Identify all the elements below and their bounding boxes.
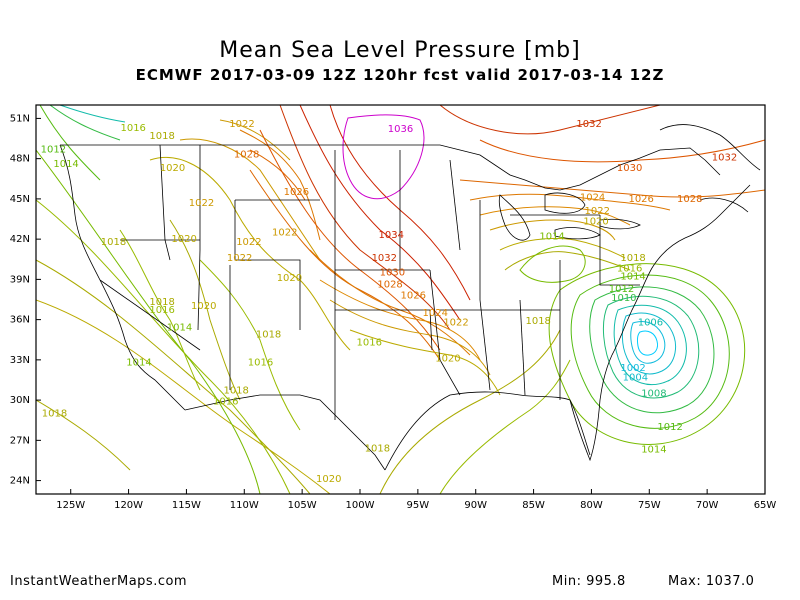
map-subtitle: ECMWF 2017-03-09 12Z 120hr fcst valid 20… [135,66,665,84]
longitude-tick-label: 90W [464,500,487,511]
latitude-tick-label: 30N [10,395,30,406]
map-title: Mean Sea Level Pressure [mb] [219,38,581,63]
contour-label: 1018 [256,329,281,340]
contour-label: 1018 [149,297,174,308]
max-value: Max: 1037.0 [668,574,754,589]
latitude-tick-label: 51N [10,113,30,124]
longitude-tick-label: 85W [522,500,545,511]
longitude-tick-label: 125W [56,500,85,511]
longitude-tick-label: 70W [696,500,719,511]
map-border [35,104,766,495]
contour-label: 1022 [272,227,297,238]
contour-label: 1028 [377,280,402,291]
latitude-tick-label: 48N [10,154,30,165]
longitude-tick-label: 80W [580,500,603,511]
latitude-tick-label: 27N [10,435,30,446]
contour-label: 1020 [160,163,185,174]
longitude-tick-label: 65W [754,500,777,511]
contour-label: 1018 [149,131,174,142]
contour-label: 1030 [617,163,642,174]
contour-label: 1022 [443,317,468,328]
contour-label: 1012 [41,144,66,155]
contour-label: 1022 [584,206,609,217]
contour-label: 1010 [611,293,636,304]
contour-label: 1028 [677,194,702,205]
latitude-tick-label: 24N [10,476,30,487]
contour-label: 1022 [236,237,261,248]
contour-label: 1014 [641,445,666,456]
contour-labels: 1036103410321030102810261024102210201018… [41,119,738,485]
contour-label: 1018 [223,386,248,397]
contour-label: 1006 [638,317,663,328]
contour-label: 1024 [580,193,605,204]
contour-label: 1020 [171,234,196,245]
longitude-tick-label: 95W [407,500,430,511]
contour-label: 1018 [101,237,126,248]
longitude-tick-label: 100W [346,500,375,511]
contour-label: 1016 [149,305,174,316]
max-number: 1037.0 [705,574,755,589]
contour-label: 1012 [609,284,634,295]
longitude-tick-label: 115W [172,500,201,511]
contour-label: 1032 [372,253,397,264]
contour-label: 1018 [42,409,67,420]
latitude-tick-label: 42N [10,234,30,245]
contour-label: 1020 [435,354,460,365]
contour-label: 1014 [539,231,564,242]
contour-label: 1014 [126,358,151,369]
longitude-tick-label: 110W [230,500,259,511]
latitude-axis: 51N 48N 45N 42N 39N 36N 33N 30N 27N 24N [10,113,41,487]
max-label: Max: [668,574,702,589]
longitude-axis: 125W 120W 115W 110W 105W 100W 95W 90W 85W 80W 75W 7… [56,489,776,511]
contour-label: 1026 [284,187,309,198]
contour-label: 1018 [525,316,550,327]
contour-label: 1034 [379,230,404,241]
contour-label: 1002 [620,363,645,374]
contour-label: 1018 [365,443,390,454]
contour-label: 1018 [620,253,645,264]
contour-label: 1020 [316,474,341,485]
contour-label: 1026 [628,194,653,205]
contour-label: 1014 [167,323,192,334]
contour-label: 1032 [576,119,601,130]
map-area [36,105,765,494]
source-credit: InstantWeatherMaps.com [10,574,188,589]
boundaries [59,124,761,471]
contour-label: 1016 [357,337,382,348]
contour-label: 1022 [189,198,214,209]
min-number: 995.8 [586,574,626,589]
min-value: Min: 995.8 [552,574,626,589]
contour-label: 1014 [620,272,645,283]
contour-label: 1014 [53,159,78,170]
longitude-tick-label: 75W [638,500,661,511]
contour-label: 1008 [641,388,666,399]
min-label: Min: [552,574,582,589]
contour-label: 1020 [191,301,216,312]
contour-label: 1030 [380,268,405,279]
latitude-tick-label: 39N [10,274,30,285]
contour-label: 1022 [229,119,254,130]
contour-label: 1024 [422,308,447,319]
contour-label: 1028 [234,150,259,161]
contour-label: 1016 [248,358,273,369]
latitude-tick-label: 36N [10,315,30,326]
latitude-tick-label: 33N [10,355,30,366]
contour-label: 1022 [227,253,252,264]
contour-label: 1032 [712,152,737,163]
contour-label: 1020 [277,273,302,284]
contour-label: 1026 [401,290,426,301]
longitude-tick-label: 105W [288,500,317,511]
isobars [36,105,765,494]
contour-label: 1016 [213,396,238,407]
longitude-tick-label: 120W [114,500,143,511]
contour-label: 1020 [583,217,608,228]
contour-label: 1012 [657,422,682,433]
contour-label: 1036 [388,124,413,135]
contour-label: 1004 [623,372,648,383]
contour-label: 1016 [120,123,145,134]
latitude-tick-label: 45N [10,194,30,205]
contour-label: 1016 [617,264,642,275]
